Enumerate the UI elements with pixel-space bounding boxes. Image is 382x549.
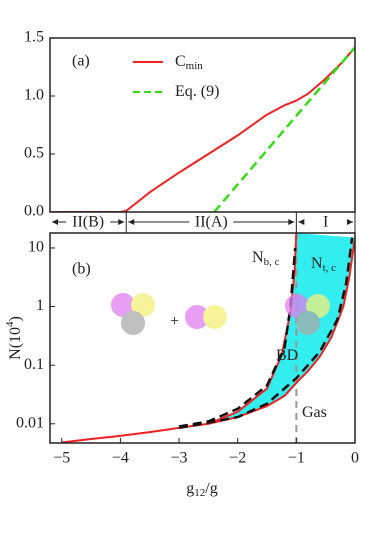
region-label: II(B) — [72, 214, 104, 231]
annotation-sub: t, c — [323, 262, 337, 274]
x-tick-label: −3 — [171, 450, 188, 467]
region-label: II(A) — [195, 214, 228, 231]
y-tick-label: 1.5 — [24, 29, 44, 46]
bd-region — [208, 233, 355, 424]
data-line — [178, 237, 354, 430]
icon-circle — [121, 311, 145, 335]
x-tick-label: −2 — [229, 450, 246, 467]
annotation-text: BD — [276, 347, 298, 364]
annotation: Nb, c — [252, 249, 280, 268]
x-label-tail: /g — [205, 480, 217, 497]
arrow-head — [288, 219, 295, 225]
panel-label: (a) — [72, 53, 90, 70]
annotation-text: Gas — [302, 404, 327, 421]
icon-circle — [296, 311, 320, 335]
annotation: Nt, c — [311, 255, 336, 274]
annotation: BD — [276, 347, 298, 364]
y-tick-label: 10 — [28, 239, 44, 256]
x-tick-label: −5 — [53, 450, 70, 467]
y-tick-label: 0.01 — [16, 414, 44, 431]
legend-subscript: min — [186, 60, 204, 72]
y-tick-label: 0.0 — [24, 203, 44, 220]
plot-frame — [49, 232, 356, 444]
y-tick-label: 0.5 — [24, 145, 44, 162]
annotation: + — [170, 313, 179, 330]
legend-text: C — [175, 53, 186, 70]
x-tick-label: 0 — [351, 450, 359, 467]
legend-text: Eq. (9) — [175, 83, 219, 100]
icon-circle — [185, 305, 209, 329]
x-tick-label: −1 — [288, 450, 305, 467]
y-tick-label: 1.0 — [24, 87, 44, 104]
data-line — [50, 46, 355, 212]
arrow-head — [347, 219, 353, 225]
legend-label: Cmin — [175, 53, 203, 72]
legend-label: Eq. (9) — [175, 83, 219, 100]
x-axis-label: g12/g — [186, 480, 217, 499]
annotation-text: N — [311, 255, 323, 272]
arrow-head — [298, 219, 305, 225]
y-label-tail: ) — [7, 316, 24, 321]
x-label-sub: 12 — [194, 487, 205, 499]
y-tick-label: 1 — [36, 297, 44, 314]
arrow-head — [118, 219, 125, 225]
y-axis-label: N(104) — [4, 316, 24, 360]
x-label-text: g — [186, 480, 194, 497]
icon-circle — [203, 305, 227, 329]
annotation: Gas — [302, 404, 327, 421]
icon-circle — [285, 294, 309, 318]
y-label-sup: 4 — [4, 321, 16, 327]
y-tick-label: 0.1 — [24, 356, 44, 373]
plot-frame — [49, 37, 356, 213]
annotation-sub: b, c — [264, 256, 280, 268]
particle-icons — [111, 293, 330, 335]
arrow-head — [52, 219, 58, 225]
y-label-text: N(10 — [7, 327, 24, 360]
icon-circle — [131, 293, 155, 317]
annotation-text: N — [252, 249, 264, 266]
panel-label: (b) — [72, 261, 91, 278]
annotation-text: + — [170, 313, 179, 330]
x-tick-label: −4 — [112, 450, 129, 467]
icon-circle — [111, 293, 135, 317]
arrow-head — [128, 219, 135, 225]
region-label: I — [323, 214, 328, 231]
data-line — [213, 46, 355, 212]
